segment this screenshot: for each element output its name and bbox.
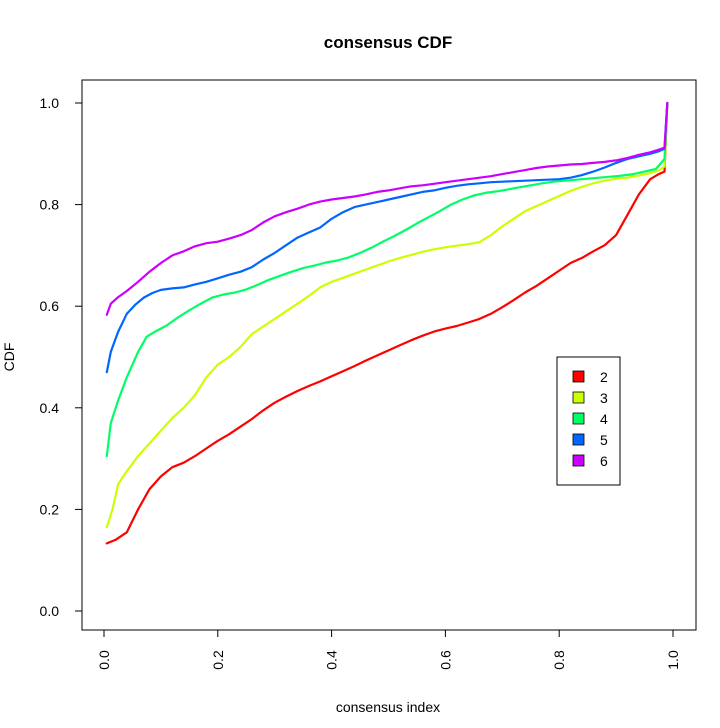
legend-swatch-6: [572, 454, 585, 467]
series-lines: [105, 101, 669, 545]
legend-swatch-3: [572, 391, 585, 404]
legend-swatch-5: [572, 433, 585, 446]
x-axis-label: consensus index: [336, 699, 440, 715]
plot-frame: [81, 79, 697, 631]
y-axis-label: CDF: [1, 343, 17, 372]
y-tick-label: 0.4: [40, 400, 60, 416]
series-line-6: [105, 101, 669, 316]
legend-label-3: 3: [600, 390, 608, 406]
series-line-3: [105, 101, 669, 529]
legend-label-5: 5: [600, 432, 608, 448]
series-line-5: [105, 101, 669, 374]
legend-box: [556, 356, 621, 486]
y-tick-label: 0.0: [40, 603, 60, 619]
legend-swatch-4: [572, 412, 585, 425]
legend: 2 3 4 5 6: [556, 356, 621, 486]
series-line-2: [105, 101, 669, 545]
legend-label-2: 2: [600, 369, 608, 385]
y-axis: 0.0 0.2 0.4 0.6 0.8 1.0: [40, 95, 82, 619]
x-tick-label: 0.0: [96, 650, 112, 670]
chart-title: consensus CDF: [324, 33, 452, 52]
x-tick-label: 0.4: [324, 650, 340, 670]
x-tick-label: 0.6: [437, 650, 453, 670]
y-tick-label: 1.0: [40, 95, 60, 111]
x-tick-label: 0.2: [210, 650, 226, 670]
legend-label-4: 4: [600, 411, 608, 427]
legend-label-6: 6: [600, 453, 608, 469]
series-line-4: [105, 101, 669, 458]
y-tick-label: 0.8: [40, 197, 60, 213]
x-tick-label: 0.8: [551, 650, 567, 670]
y-tick-label: 0.6: [40, 298, 60, 314]
x-axis: 0.0 0.2 0.4 0.6 0.8 1.0: [96, 630, 681, 670]
y-tick-label: 0.2: [40, 501, 60, 517]
legend-swatch-2: [572, 370, 585, 383]
x-tick-label: 1.0: [665, 650, 681, 670]
